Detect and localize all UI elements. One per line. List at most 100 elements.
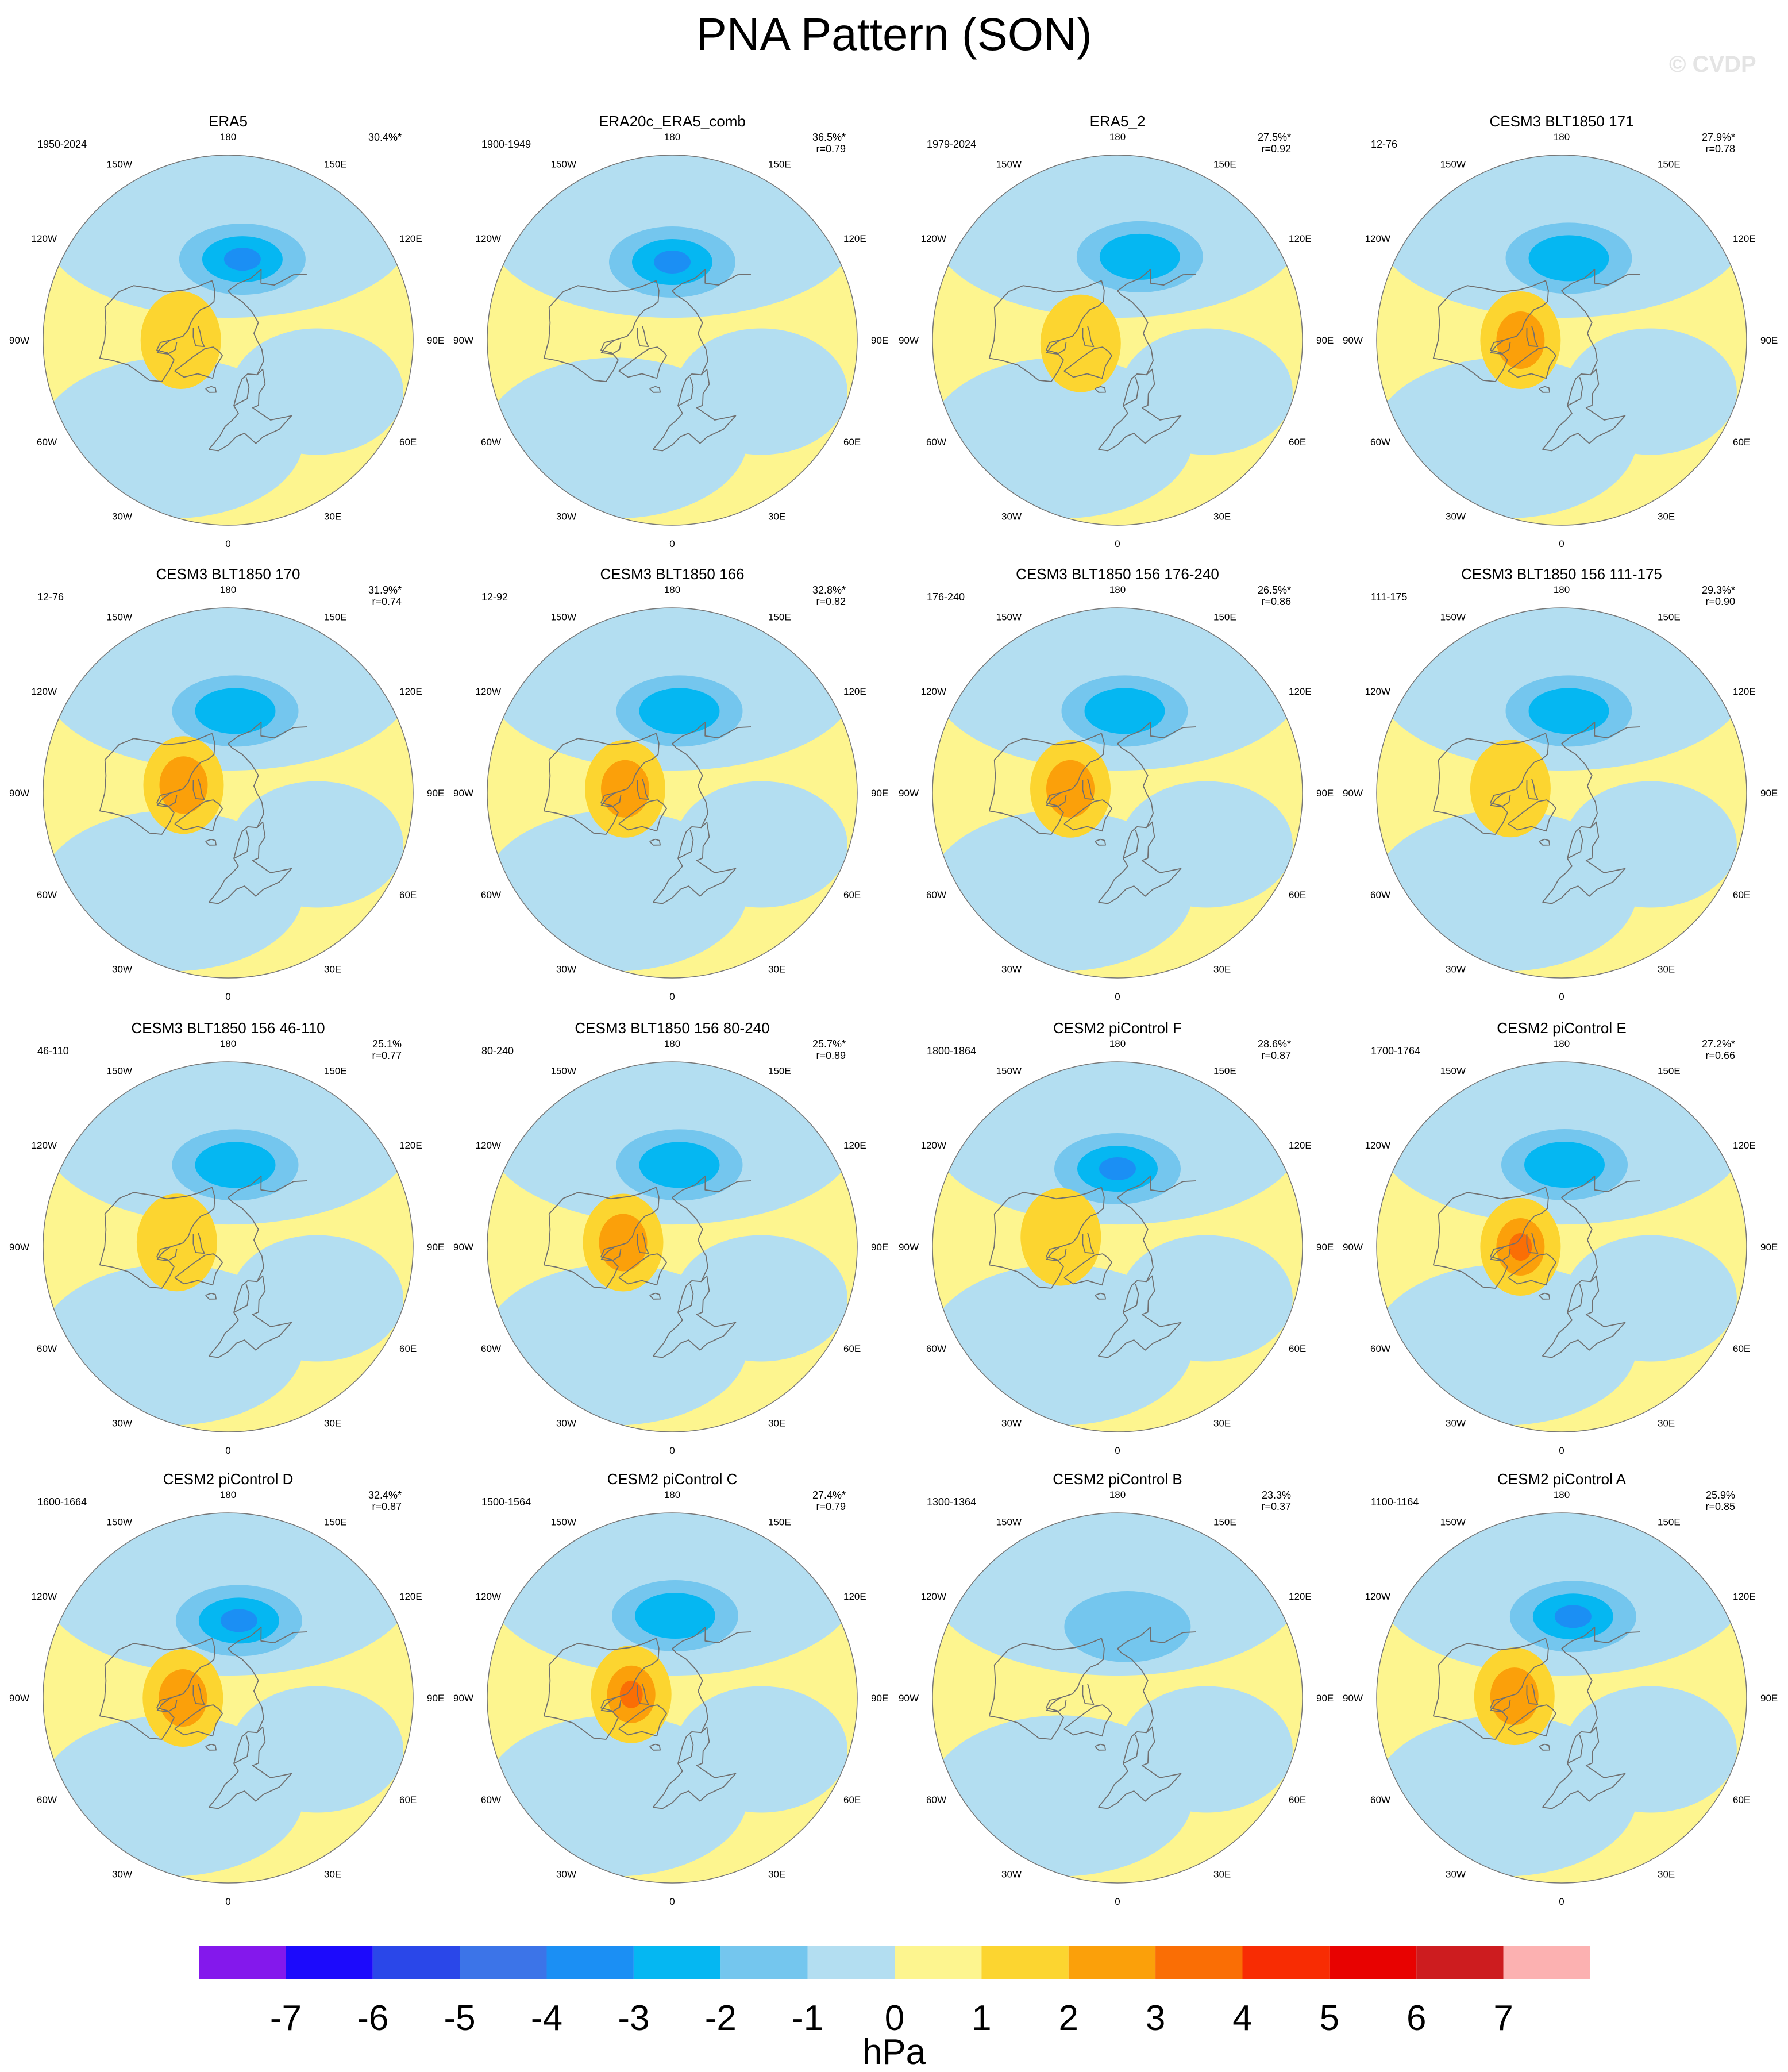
- coastlines: [543, 721, 752, 904]
- map-outline: [1376, 607, 1747, 979]
- contour-field: [487, 1062, 857, 1432]
- contour-field: [932, 1062, 1303, 1432]
- longitude-label: 60W: [481, 1343, 501, 1354]
- longitude-label: 90E: [1760, 1242, 1778, 1253]
- colorbar-tick-label: -4: [531, 1998, 562, 2038]
- panel-variance: 26.5%*: [1258, 584, 1291, 596]
- coastline: [174, 1704, 223, 1737]
- panel-variance: 25.9%: [1706, 1489, 1735, 1501]
- longitude-label: 90E: [1760, 335, 1778, 346]
- colorbar-unit-label: hPa: [862, 2032, 926, 2072]
- negative-lobe: [639, 1142, 720, 1188]
- coastline: [174, 799, 223, 832]
- map-panel: 180 150E 120E 90E 60E 30E 0 30W 60W 90W 120W 150W CE…: [899, 565, 1334, 1002]
- coastline: [1567, 1284, 1583, 1313]
- negative-lobe: [1084, 688, 1165, 734]
- longitude-label: 30E: [324, 1418, 341, 1429]
- panel-title: CESM3 BLT1850 156 176-240: [1016, 565, 1219, 583]
- longitude-label: 90E: [1760, 1693, 1778, 1704]
- panel-correlation: r=0.82: [816, 596, 846, 607]
- longitude-label: 180: [1554, 132, 1570, 143]
- coastline: [174, 346, 223, 379]
- longitude-label: 90W: [1343, 788, 1363, 799]
- longitude-label: 150W: [996, 159, 1022, 170]
- longitude-label: 30W: [112, 1869, 132, 1880]
- coastline: [1123, 377, 1139, 406]
- longitude-label: 150W: [107, 611, 132, 622]
- coastline: [652, 821, 737, 904]
- longitude-label: 60E: [843, 1343, 861, 1354]
- coastlines: [988, 1175, 1197, 1358]
- longitude-label: 90E: [427, 1242, 444, 1253]
- longitude-label: 120W: [32, 233, 57, 244]
- longitude-label: 30E: [324, 964, 341, 975]
- longitude-label: 0: [1115, 1445, 1120, 1456]
- longitude-label: 30W: [1446, 1418, 1466, 1429]
- coastline: [1117, 1626, 1197, 1733]
- longitude-label: 150W: [996, 611, 1022, 622]
- coastline: [228, 1175, 307, 1282]
- coastline: [1082, 1233, 1095, 1254]
- colorbar-tick-label: -6: [357, 1998, 388, 2038]
- coastline: [1542, 1726, 1626, 1809]
- longitude-label: 90W: [9, 788, 29, 799]
- coastline: [233, 377, 250, 406]
- panel-years: 12-76: [37, 591, 64, 603]
- map-panel: 180 150E 120E 90E 60E 30E 0 30W 60W 90W 120W 150W CE…: [1343, 1470, 1778, 1907]
- longitude-label: 60W: [37, 1343, 57, 1354]
- coastline: [233, 1735, 250, 1764]
- negative-lobe: [1099, 1157, 1136, 1180]
- negative-lobe: [1528, 235, 1609, 282]
- longitude-label: 120W: [1365, 1140, 1390, 1151]
- map-outline: [932, 607, 1303, 979]
- longitude-label: 180: [1554, 584, 1570, 595]
- longitude-label: 120W: [476, 1140, 501, 1151]
- negative-lobe: [639, 688, 720, 734]
- map-panel: 180 150E 120E 90E 60E 30E 0 30W 60W 90W 120W 150W ER…: [453, 113, 888, 549]
- negative-region: [675, 328, 847, 455]
- coastline: [208, 1275, 292, 1358]
- longitude-label: 120W: [32, 1591, 57, 1602]
- panel-years: 12-76: [1371, 138, 1397, 150]
- coastline: [1526, 1684, 1539, 1705]
- longitude-label: 120E: [399, 1591, 422, 1602]
- coastline: [1082, 1684, 1095, 1705]
- longitude-label: 30W: [1001, 964, 1022, 975]
- longitude-label: 60W: [481, 889, 501, 900]
- map-panel: 180 150E 120E 90E 60E 30E 0 30W 60W 90W 120W 150W CE…: [1343, 565, 1778, 1002]
- negative-region: [230, 1235, 403, 1362]
- coastline: [1123, 1735, 1139, 1764]
- coastline: [228, 1626, 307, 1733]
- negative-lobe: [1528, 688, 1609, 734]
- coastline: [192, 1684, 205, 1705]
- panel-variance: 32.8%*: [812, 584, 846, 596]
- negative-region: [1564, 1686, 1737, 1813]
- longitude-label: 90W: [1343, 1242, 1363, 1253]
- longitude-label: 150E: [1658, 1516, 1681, 1527]
- map-panel: 180 150E 120E 90E 60E 30E 0 30W 60W 90W 120W 150W CE…: [453, 1470, 888, 1907]
- panel-title: CESM2 piControl B: [1053, 1470, 1182, 1488]
- longitude-label: 120W: [921, 1591, 946, 1602]
- longitude-label: 0: [669, 538, 675, 549]
- coastlines: [1432, 1626, 1641, 1809]
- panel-title: CESM3 BLT1850 156 111-175: [1461, 565, 1662, 583]
- longitude-label: 60E: [1289, 437, 1306, 448]
- contour-field: [1377, 608, 1747, 978]
- negative-region: [934, 1513, 1301, 1676]
- coastline: [1432, 280, 1549, 382]
- negative-lobe: [223, 248, 261, 271]
- longitude-label: 150E: [324, 611, 347, 622]
- panel-title: ERA5: [209, 113, 248, 130]
- colorbar-swatch: [1155, 1945, 1243, 1979]
- coastline: [637, 779, 649, 800]
- longitude-label: 60W: [926, 889, 946, 900]
- coastline: [1508, 1253, 1557, 1286]
- coastline: [1542, 821, 1626, 904]
- coastline: [600, 792, 622, 807]
- longitude-label: 180: [664, 132, 680, 143]
- map-outline: [932, 1512, 1303, 1884]
- longitude-label: 60W: [1370, 1343, 1390, 1354]
- colorbar-tick-label: -1: [792, 1998, 823, 2038]
- map-panel: 180 150E 120E 90E 60E 30E 0 30W 60W 90W 120W 150W CE…: [453, 565, 888, 1002]
- colorbar-tick-label: -3: [618, 1998, 649, 2038]
